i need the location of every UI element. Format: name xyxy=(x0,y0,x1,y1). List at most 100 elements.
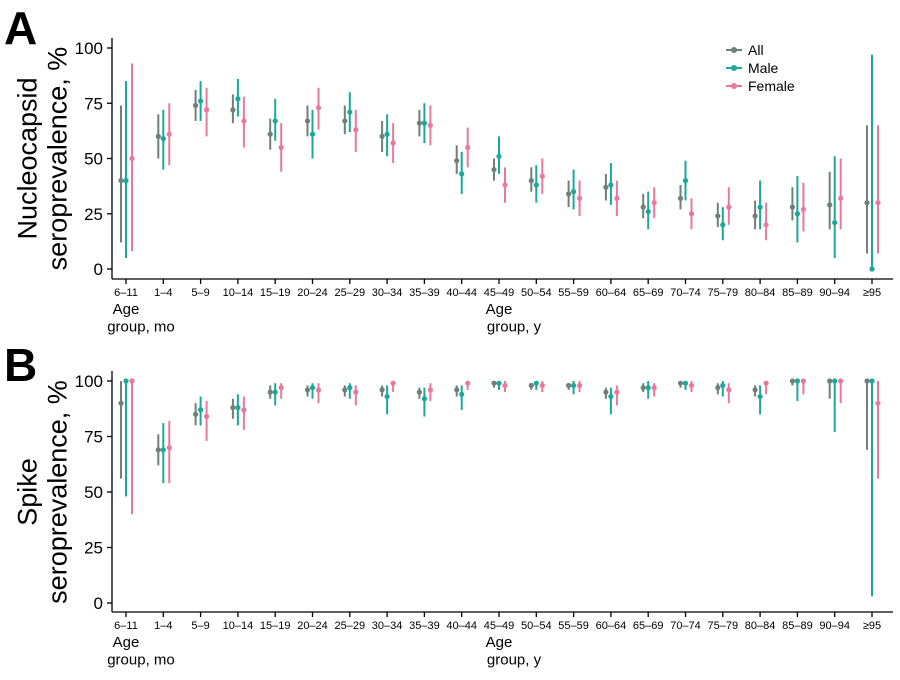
point-female xyxy=(427,122,433,128)
x-tick-label: 70–74 xyxy=(670,287,701,299)
x-tick-label: 75–79 xyxy=(708,620,739,632)
point-male xyxy=(347,109,353,115)
x-tick-label: 30–34 xyxy=(372,287,403,299)
x-tick-label: 5–9 xyxy=(191,287,209,299)
point-male xyxy=(608,393,614,400)
x-tick-label: 40–44 xyxy=(446,287,477,299)
y-tick-label: 75 xyxy=(84,428,103,447)
point-female xyxy=(129,378,135,384)
point-all xyxy=(789,204,796,210)
point-all xyxy=(491,166,497,173)
point-male xyxy=(459,391,465,397)
x-tick-label: 25–29 xyxy=(335,287,366,299)
point-male xyxy=(720,222,726,228)
point-male xyxy=(794,378,801,384)
point-female xyxy=(838,378,844,384)
point-female xyxy=(129,155,135,162)
point-all xyxy=(342,387,348,393)
point-female xyxy=(577,382,583,389)
point-female xyxy=(614,195,620,201)
point-female xyxy=(763,380,769,386)
point-female xyxy=(315,387,322,393)
point-all xyxy=(491,380,497,386)
point-female xyxy=(353,389,359,395)
point-all xyxy=(454,387,460,393)
x-tick-label: 25–29 xyxy=(335,620,366,632)
point-female xyxy=(875,200,881,206)
point-female xyxy=(688,382,695,389)
point-all xyxy=(789,378,796,384)
x-tick-label: 70–74 xyxy=(670,620,701,632)
point-all xyxy=(267,131,273,137)
point-male xyxy=(645,385,651,391)
point-female xyxy=(651,385,657,391)
x-tick-label: 45–49 xyxy=(484,620,515,632)
x-tick-label: 65–69 xyxy=(633,620,664,632)
legend-key-point xyxy=(731,83,737,89)
x-tick-label: 15–19 xyxy=(260,287,291,299)
point-all xyxy=(603,184,609,190)
legend: All Male Female xyxy=(726,42,795,94)
x-tick-label: 6–11 xyxy=(114,620,138,632)
point-male xyxy=(496,380,502,386)
x-tick-label: 55–59 xyxy=(558,287,589,299)
x-tick-label: 75–79 xyxy=(708,287,739,299)
point-all xyxy=(827,202,833,208)
point-female xyxy=(353,127,359,133)
legend-label: Female xyxy=(748,78,795,94)
point-female xyxy=(763,222,769,228)
point-female xyxy=(614,389,620,395)
x-tick-label: 20–24 xyxy=(297,620,328,632)
point-all xyxy=(752,213,758,219)
point-male xyxy=(459,171,465,177)
point-all xyxy=(304,118,311,124)
y-tick-label: 100 xyxy=(75,372,103,391)
point-all xyxy=(528,382,534,389)
point-female xyxy=(875,400,881,406)
point-male xyxy=(160,447,166,453)
point-female xyxy=(166,445,172,451)
x-tick-label: 50–54 xyxy=(521,287,552,299)
point-all xyxy=(155,133,161,139)
point-male xyxy=(757,204,763,210)
y-tick-label: 25 xyxy=(84,539,103,558)
point-female xyxy=(688,211,695,217)
point-male xyxy=(123,378,129,384)
point-male xyxy=(235,405,241,411)
point-female xyxy=(204,413,210,420)
point-male xyxy=(235,96,241,102)
x-tick-label: ≥95 xyxy=(863,620,881,632)
x-tick-label: 80–84 xyxy=(745,620,776,632)
point-female xyxy=(800,378,807,384)
x-tick-label: 80–84 xyxy=(745,287,776,299)
point-female xyxy=(315,105,322,111)
x-tick-label: 15–19 xyxy=(260,620,291,632)
y-axis-label: Spikeseroprevalence, % xyxy=(13,380,73,604)
point-all xyxy=(864,200,870,206)
x-tick-label: 45–49 xyxy=(484,287,515,299)
point-all xyxy=(379,133,385,139)
point-male xyxy=(533,182,539,188)
x-group-label: Age group, mo xyxy=(107,634,175,668)
point-male xyxy=(682,380,689,386)
point-female xyxy=(502,182,508,188)
point-male xyxy=(869,266,875,272)
x-tick-label: 35–39 xyxy=(409,287,440,299)
x-tick-label: 60–64 xyxy=(596,620,627,632)
x-tick-label: 35–39 xyxy=(409,620,440,632)
y-tick-label: 50 xyxy=(84,483,103,502)
point-male xyxy=(198,407,204,413)
point-female xyxy=(166,131,172,137)
y-tick-label: 50 xyxy=(84,150,103,169)
point-female xyxy=(651,200,657,206)
point-male xyxy=(421,120,427,126)
point-all xyxy=(230,405,236,411)
point-female xyxy=(539,173,545,179)
x-group-label: Age group, y xyxy=(486,634,542,668)
point-all xyxy=(193,411,199,417)
point-female xyxy=(539,382,545,389)
x-tick-label: 65–69 xyxy=(633,287,664,299)
point-all xyxy=(640,385,646,391)
